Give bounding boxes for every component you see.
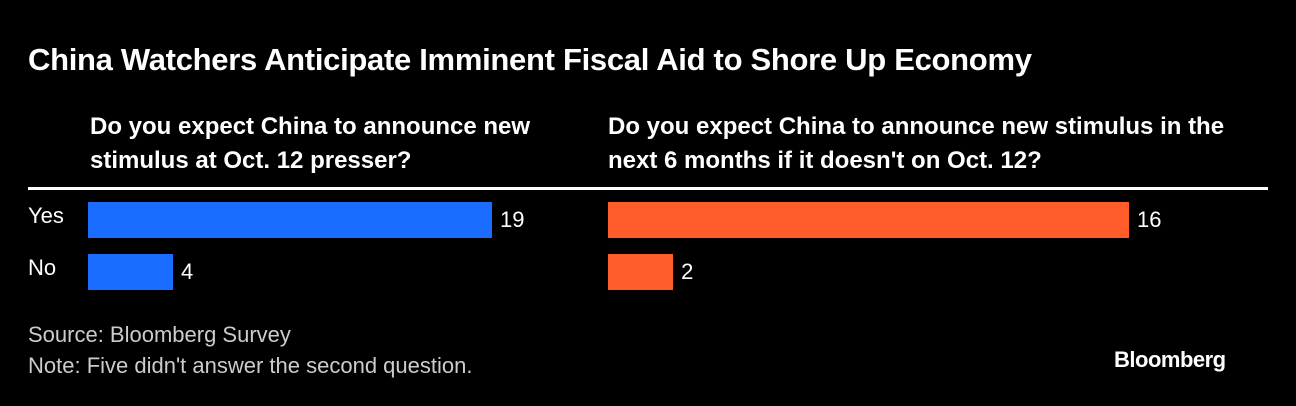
chart-title: China Watchers Anticipate Imminent Fisca… [28, 42, 1032, 77]
value-label: 4 [181, 259, 194, 284]
panel-title: Do you expect China to announce new stim… [90, 113, 531, 174]
note: Note: Five didn't answer the second ques… [28, 353, 473, 378]
rule [28, 187, 1268, 190]
source: Source: Bloomberg Survey [28, 322, 291, 347]
panel-title: Do you expect China to announce new stim… [608, 113, 1225, 174]
bar [88, 254, 174, 290]
category-label: No [28, 255, 57, 280]
bar [608, 254, 674, 290]
bar [608, 202, 1129, 238]
logo: Bloomberg [1114, 347, 1226, 372]
value-label: 16 [1137, 207, 1162, 232]
value-label: 2 [681, 259, 694, 284]
bar [88, 202, 492, 238]
value-label: 19 [500, 207, 525, 232]
category-label: Yes [28, 203, 64, 228]
